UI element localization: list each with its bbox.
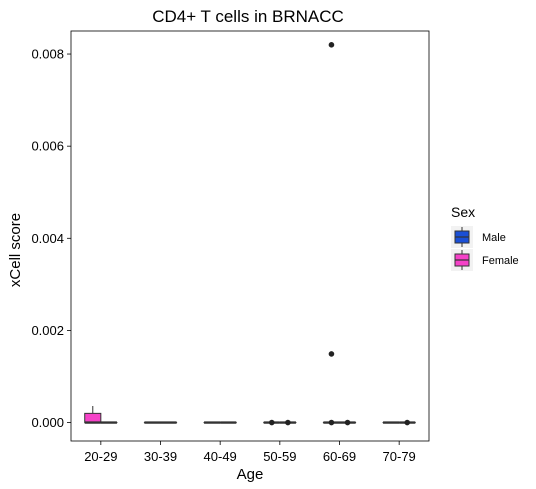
- y-tick-label: 0.002: [31, 323, 64, 338]
- outlier-point: [285, 419, 291, 426]
- plot-panel: [70, 30, 430, 442]
- y-axis: 0.000 0.002 0.004 0.006 0.008: [31, 47, 71, 430]
- y-tick-label: 0.008: [31, 47, 64, 62]
- y-tick-label: 0.000: [31, 415, 64, 430]
- legend-label: Male: [482, 232, 506, 244]
- chart-title: CD4+ T cells in BRNACC: [152, 7, 344, 26]
- boxes-layer: [84, 42, 416, 426]
- y-tick-label: 0.006: [31, 139, 64, 154]
- x-axis-title: Age: [237, 466, 264, 483]
- legend: Sex Male Female: [451, 204, 519, 271]
- x-tick-label: 70-79: [383, 449, 416, 464]
- legend-label: Female: [482, 255, 519, 267]
- x-axis: 20-29 30-39 40-49 50-59 60-69 70-79: [84, 441, 416, 464]
- outlier-point: [328, 419, 335, 426]
- y-tick-label: 0.004: [31, 231, 64, 246]
- outlier-point: [328, 42, 335, 48]
- x-tick-label: 60-69: [323, 449, 356, 464]
- x-tick-label: 50-59: [263, 449, 296, 464]
- legend-title: Sex: [451, 204, 475, 220]
- outlier-point: [328, 351, 335, 357]
- outlier-point: [344, 419, 351, 426]
- outlier-point: [268, 419, 275, 426]
- box-body: [84, 412, 102, 424]
- x-tick-label: 30-39: [144, 449, 177, 464]
- outlier-point: [404, 419, 411, 426]
- x-tick-label: 40-49: [204, 449, 237, 464]
- x-tick-label: 20-29: [84, 449, 117, 464]
- y-axis-title: xCell score: [7, 213, 24, 287]
